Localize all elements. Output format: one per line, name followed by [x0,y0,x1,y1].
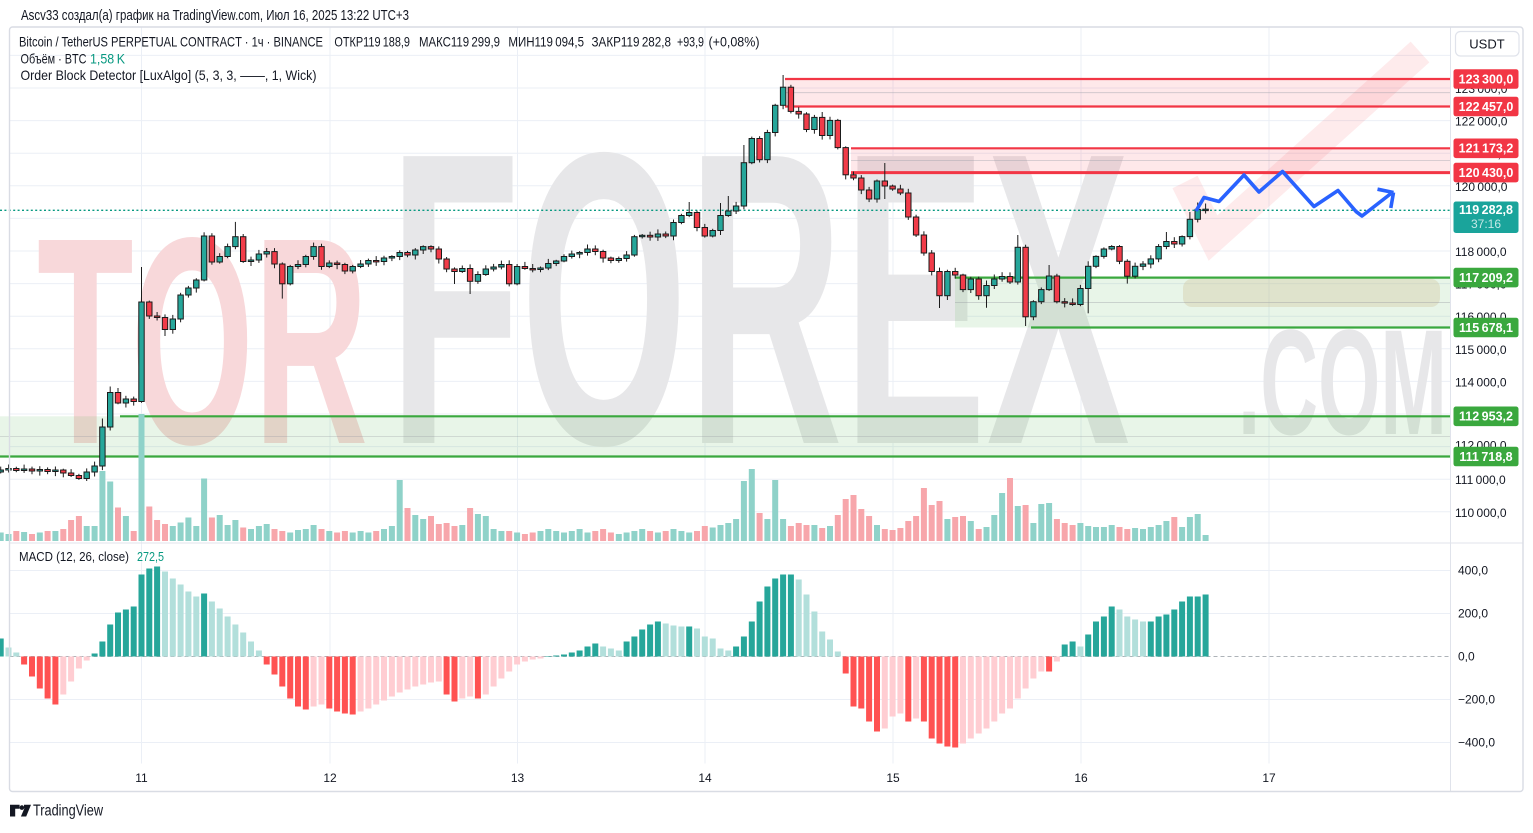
svg-text:16: 16 [1074,771,1088,785]
svg-text:200,0: 200,0 [1458,607,1488,621]
svg-text:122 000,0: 122 000,0 [1455,115,1508,129]
svg-text:13: 13 [511,771,525,785]
svg-text:17: 17 [1262,771,1276,785]
svg-text:Order Block Detector [LuxAlgo]: Order Block Detector [LuxAlgo] (5, 3, 3,… [21,67,317,83]
svg-text:272,5: 272,5 [137,549,164,564]
svg-text:−200,0: −200,0 [1458,693,1495,707]
svg-text:11: 11 [135,771,148,785]
svg-text:121 173,2: 121 173,2 [1459,142,1514,156]
svg-text:Ascv33 создал(а) график на Tra: Ascv33 создал(а) график на TradingView.c… [21,7,409,24]
svg-text:15: 15 [886,771,900,785]
svg-text:(+0,08%): (+0,08%) [709,33,760,49]
svg-text:112 953,2: 112 953,2 [1459,410,1513,424]
svg-text:14: 14 [698,771,712,785]
svg-text:111 000,0: 111 000,0 [1455,473,1506,487]
svg-text:114 000,0: 114 000,0 [1455,375,1507,389]
svg-text:+93,9: +93,9 [677,33,704,49]
svg-text:USDT: USDT [1469,37,1504,52]
svg-text:119 282,8: 119 282,8 [1459,203,1513,217]
svg-text:ЗАКР119 282,8: ЗАКР119 282,8 [592,33,672,49]
svg-text:TradingView: TradingView [33,803,104,820]
svg-text:.COM: .COM [1238,298,1447,466]
svg-text:120 430,0: 120 430,0 [1459,166,1514,180]
svg-text:400,0: 400,0 [1458,564,1488,578]
svg-text:123 300,0: 123 300,0 [1459,72,1514,86]
svg-text:Bitcoin / TetherUS PERPETUAL C: Bitcoin / TetherUS PERPETUAL CONTRACT · … [19,33,323,49]
svg-text:110 000,0: 110 000,0 [1455,506,1507,520]
svg-text:МИН119 094,5: МИН119 094,5 [508,33,584,49]
svg-text:1,58 K: 1,58 K [90,50,126,66]
svg-text:115 000,0: 115 000,0 [1455,343,1507,357]
svg-text:0,0: 0,0 [1458,650,1475,664]
svg-text:Объём · BTC: Объём · BTC [21,50,87,66]
svg-text:111 718,8: 111 718,8 [1459,450,1512,464]
svg-text:37:16: 37:16 [1471,217,1501,231]
svg-text:ОТКР119 188,9: ОТКР119 188,9 [334,33,410,49]
svg-text:120 000,0: 120 000,0 [1455,180,1508,194]
svg-text:122 457,0: 122 457,0 [1459,100,1514,114]
svg-text:TOR: TOR [37,176,368,506]
svg-text:−400,0: −400,0 [1458,736,1495,750]
svg-text:12: 12 [323,771,337,785]
svg-text:115 678,1: 115 678,1 [1459,321,1513,335]
svg-text:118 000,0: 118 000,0 [1455,245,1507,259]
svg-text:МАКС119 299,9: МАКС119 299,9 [419,33,500,49]
svg-text:117 209,2: 117 209,2 [1459,271,1513,285]
svg-text:MACD (12, 26, close): MACD (12, 26, close) [19,549,129,564]
